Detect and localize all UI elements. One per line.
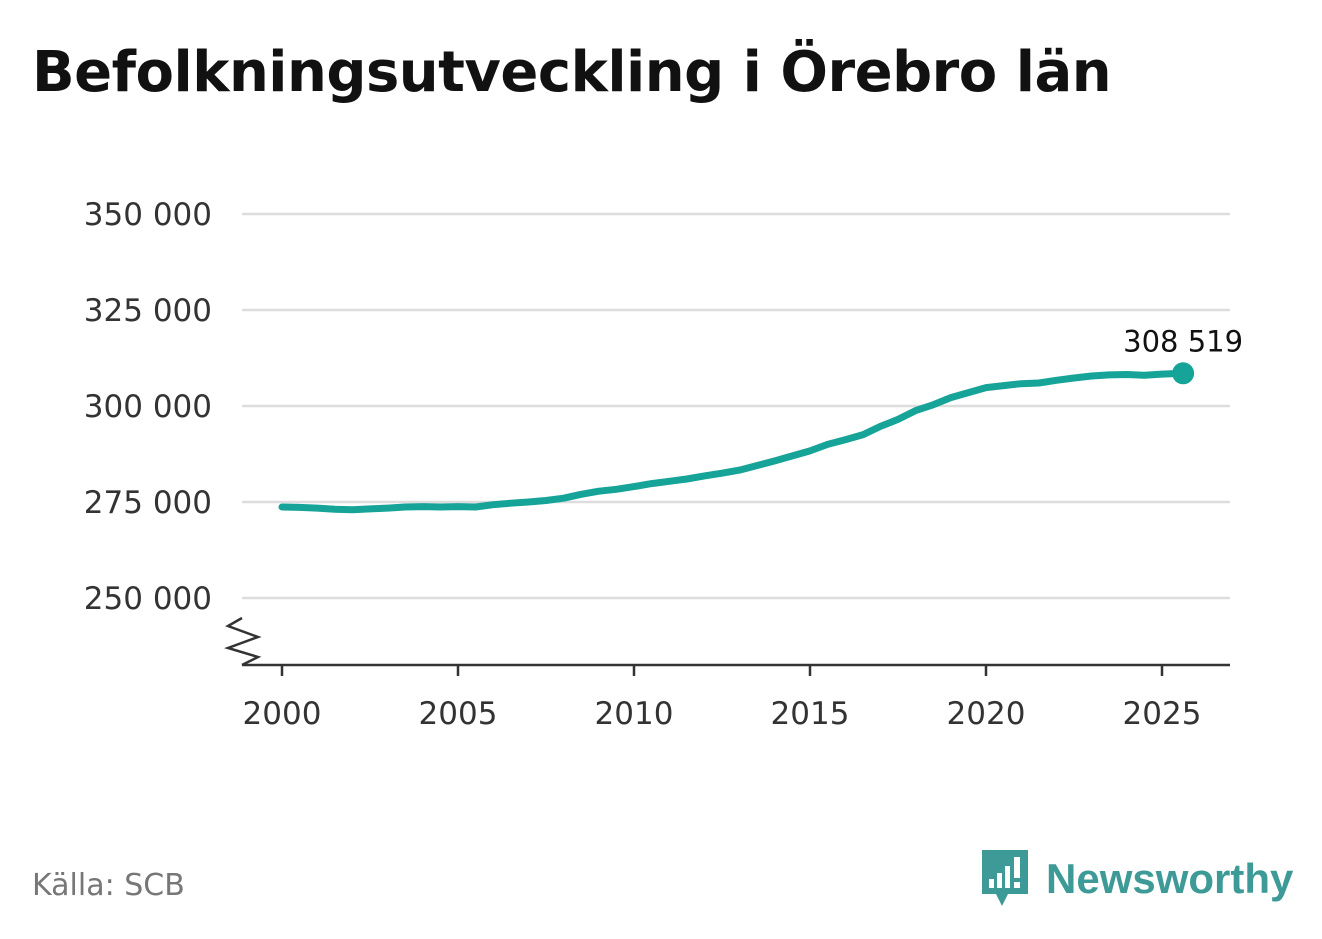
x-tick-label: 2000: [243, 696, 322, 732]
x-tick-label: 2025: [1123, 696, 1202, 732]
source-note: Källa: SCB: [32, 868, 185, 903]
y-tick-label: 275 000: [84, 485, 212, 521]
y-tick-label: 250 000: [84, 581, 212, 617]
y-tick-label: 350 000: [84, 197, 212, 233]
series-line: [278, 369, 1187, 514]
y-tick-label: 325 000: [84, 293, 212, 329]
brand-logo: Newsworthy: [980, 848, 1293, 910]
series-group: 308 519: [278, 324, 1243, 514]
x-tick-label: 2005: [419, 696, 498, 732]
newsworthy-logo-icon: [982, 850, 1028, 906]
grid-lines: [242, 212, 1230, 600]
brand-name: Newsworthy: [1046, 855, 1294, 902]
end-point-marker: [1172, 362, 1195, 385]
x-tick-label: 2020: [947, 696, 1026, 732]
y-tick-label: 300 000: [84, 389, 212, 425]
page-title: Befolkningsutveckling i Örebro län: [32, 40, 1112, 105]
x-tick-label: 2015: [771, 696, 850, 732]
y-axis-labels: 250 000 275 000 300 000 325 000 350 000: [84, 197, 212, 617]
x-tick-label: 2010: [595, 696, 674, 732]
x-axis: 2000 2005 2010 2015 2020 2025: [224, 616, 1230, 732]
end-value-label: 308 519: [1123, 324, 1243, 358]
axis-break-icon: [224, 616, 262, 667]
